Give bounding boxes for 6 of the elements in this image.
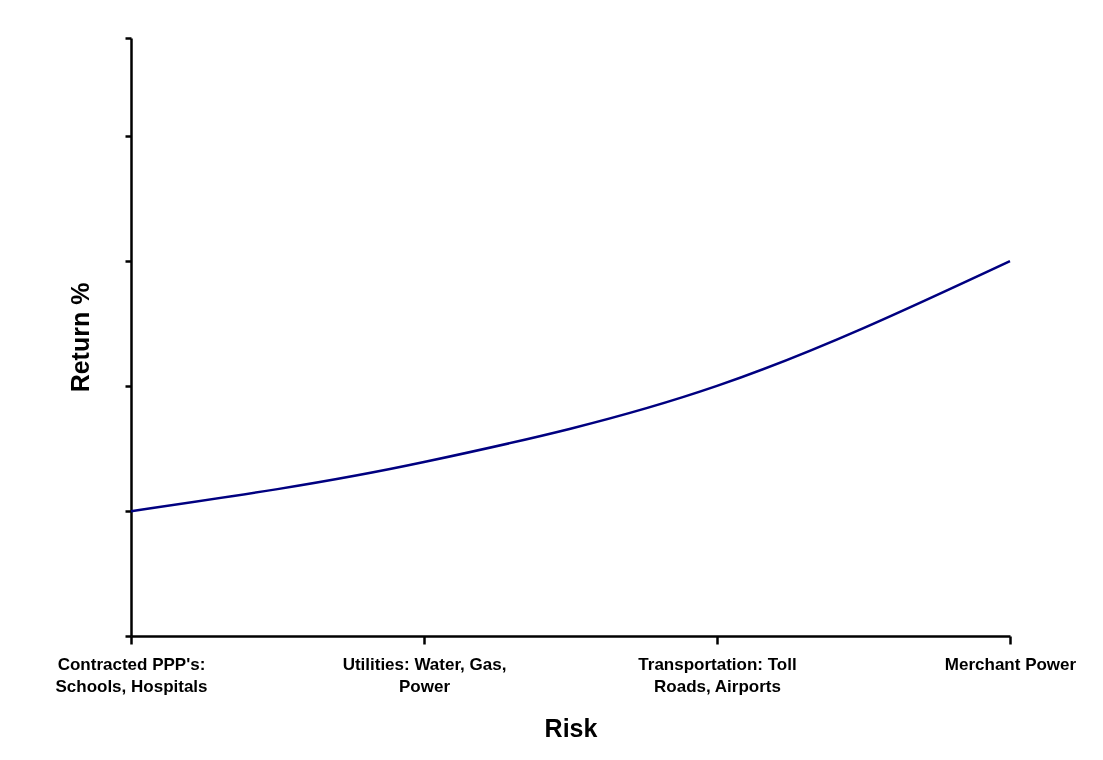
- y-axis-title: Return %: [66, 282, 95, 393]
- x-tick-label: Transportation: Toll Roads, Airports: [638, 654, 797, 696]
- x-tick-label: Merchant Power: [944, 654, 1077, 674]
- x-tick-label: Utilities: Water, Gas, Power: [342, 654, 507, 696]
- x-tick-label: Contracted PPP's: Schools, Hospitals: [55, 654, 208, 696]
- x-axis-title: Risk: [544, 713, 598, 742]
